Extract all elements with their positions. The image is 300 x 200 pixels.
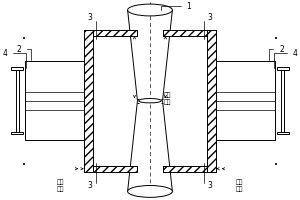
Ellipse shape [128,4,172,16]
Text: 3: 3 [88,13,96,39]
Bar [163,30,216,36]
Text: 径向
间隙: 径向 间隙 [236,180,243,192]
Text: 1: 1 [161,2,191,11]
Bar [16,70,19,132]
Bar [84,166,137,172]
Bar [25,61,84,140]
Text: 4: 4 [274,49,297,68]
Bar [84,30,93,172]
Text: 4: 4 [3,49,26,68]
Text: 径向
间隙: 径向 间隙 [57,180,64,192]
Text: 2: 2 [16,45,31,60]
Bar [281,70,284,132]
Text: 3: 3 [204,13,212,39]
Bar [11,132,23,134]
Bar [216,61,275,140]
Bar [277,132,289,134]
Ellipse shape [128,186,172,197]
Bar [277,67,289,70]
Bar [84,30,137,36]
Text: 2: 2 [269,45,284,60]
Ellipse shape [139,99,161,103]
Text: 轴向
间隙: 轴向 间隙 [164,93,171,105]
Text: 3: 3 [204,163,212,190]
Bar [163,166,216,172]
Bar [207,30,216,172]
Bar [11,67,23,70]
Text: 3: 3 [88,163,96,190]
